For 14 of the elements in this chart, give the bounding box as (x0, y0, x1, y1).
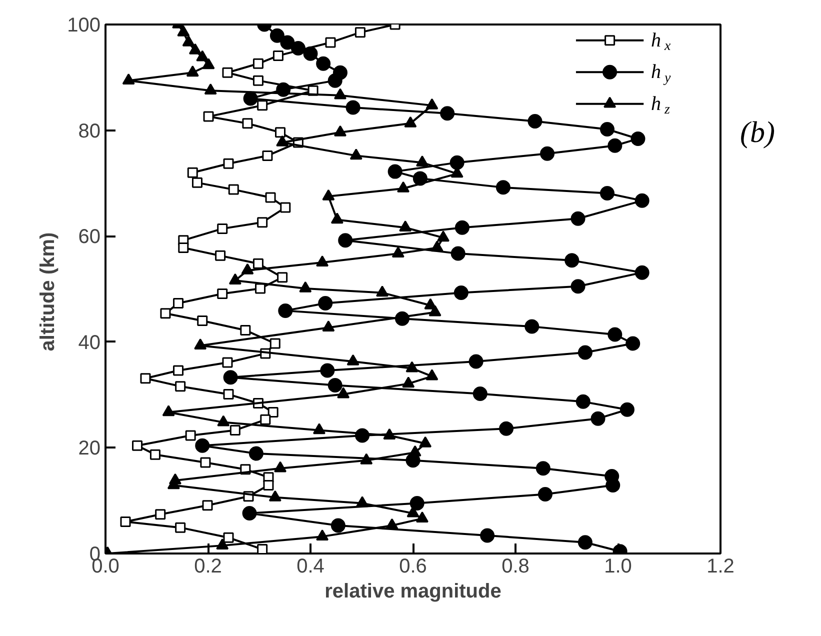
x-tick-label: 0.8 (502, 556, 530, 578)
x-tick-label: 1.0 (604, 556, 632, 578)
y-tick-label: 60 (78, 226, 101, 248)
x-tick-label: 0.4 (296, 556, 324, 578)
x-tick-label: 0.6 (399, 556, 427, 578)
y-tick-label: 80 (78, 120, 101, 142)
y-tick-label: 100 (67, 14, 101, 36)
x-tick-label: 1.2 (706, 556, 734, 578)
y-tick-label: 20 (78, 438, 101, 460)
y-tick-label: 40 (78, 332, 101, 354)
x-axis-title: relative magnitude (324, 580, 502, 602)
y-axis-title: altitude (km) (37, 232, 60, 352)
x-tick-label: 0.2 (194, 556, 222, 578)
text: (b) (740, 115, 775, 151)
